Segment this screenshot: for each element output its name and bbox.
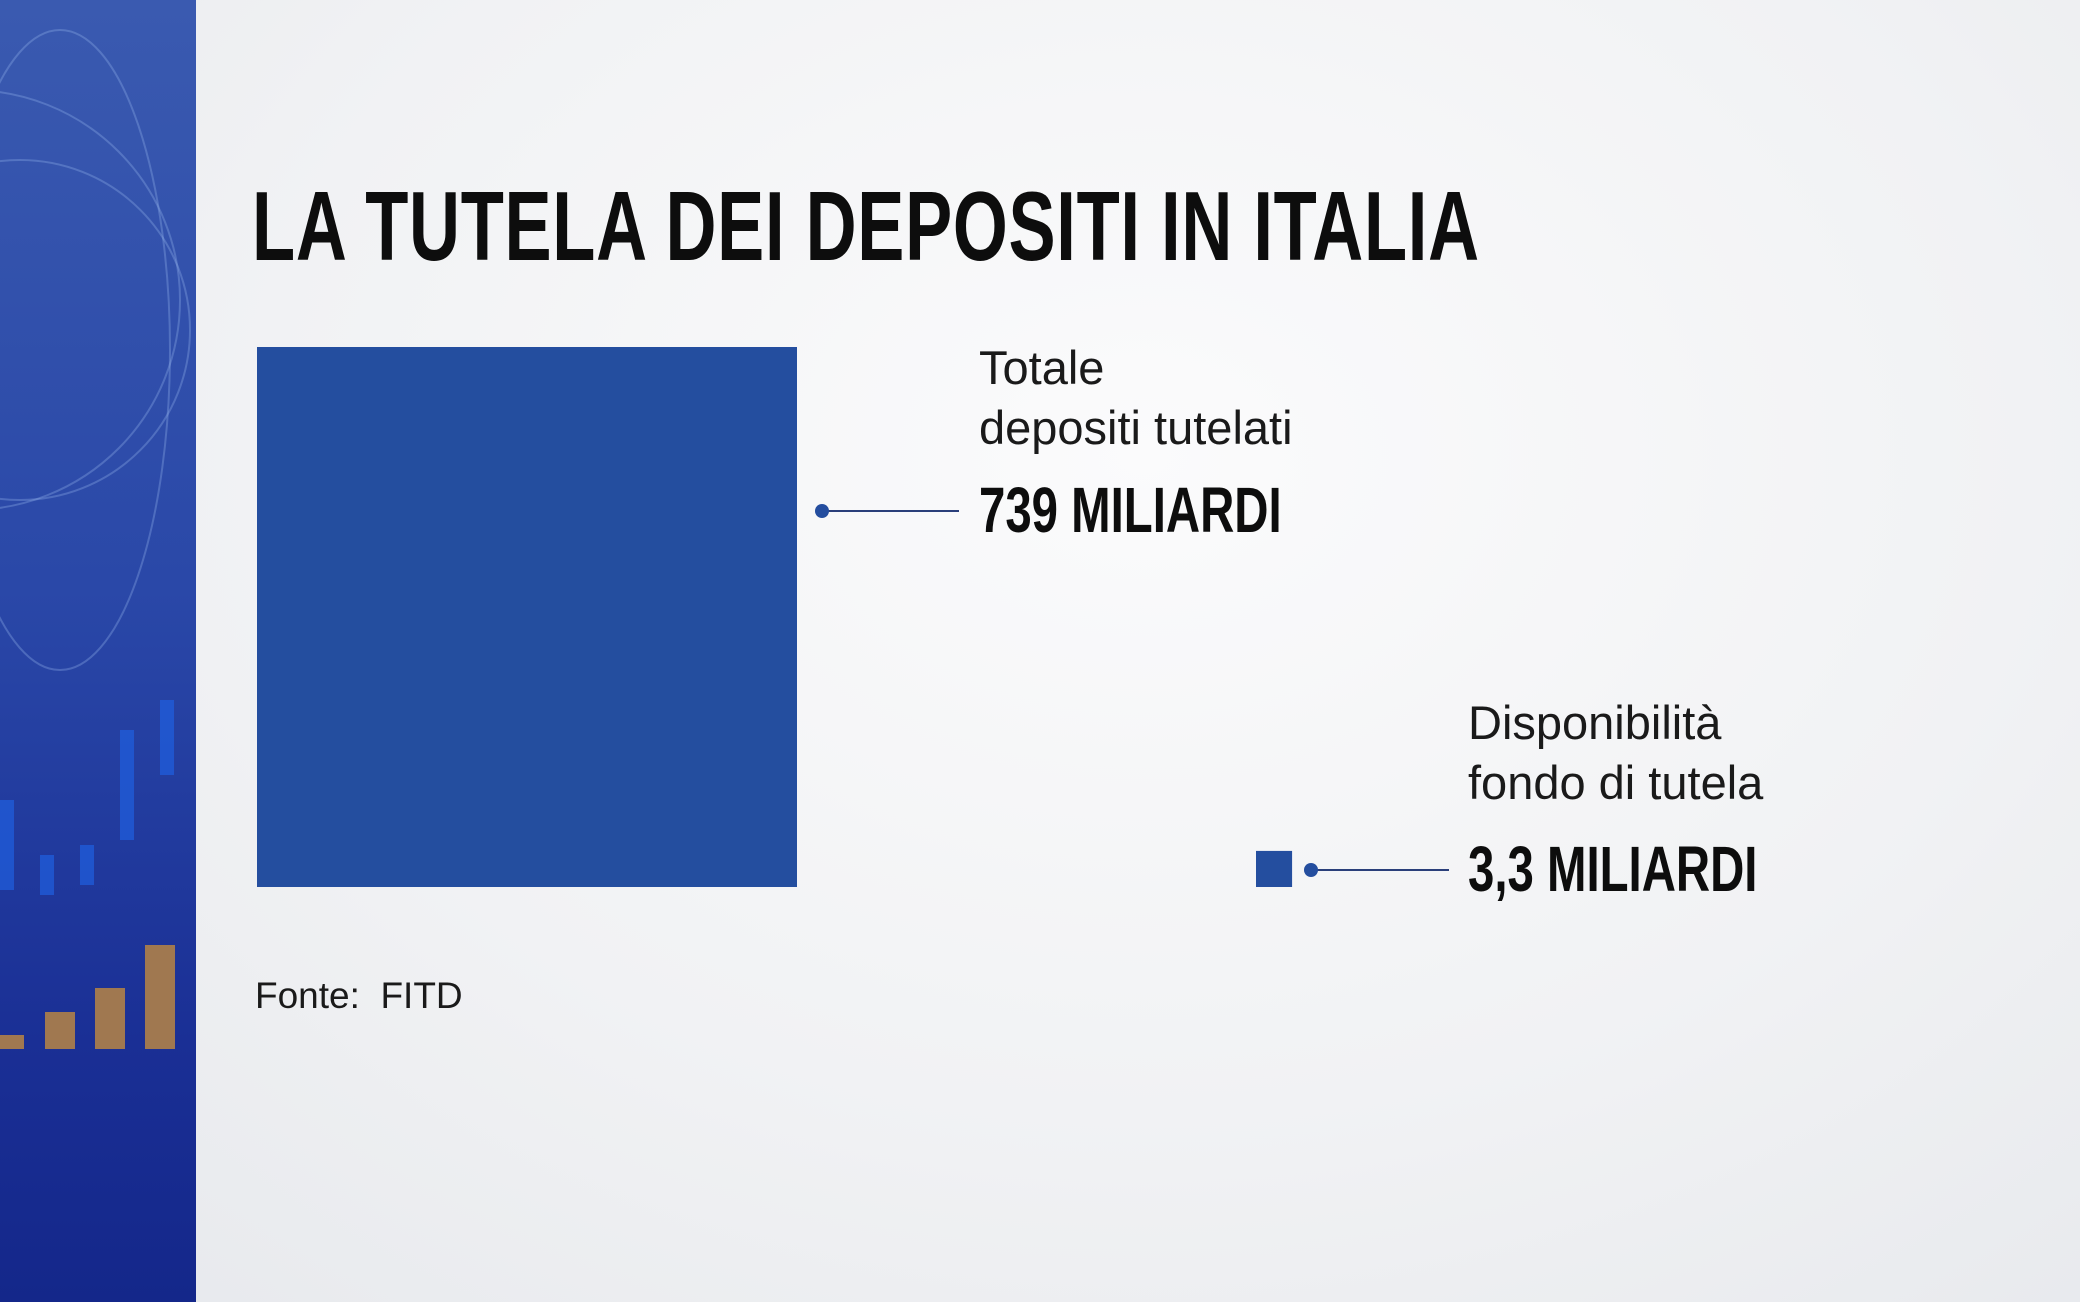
square	[257, 347, 797, 887]
value-label: 739 MILIARDI	[979, 474, 1282, 546]
decoration	[0, 29, 191, 1049]
value-label: 3,3 MILIARDI	[1468, 833, 1758, 905]
square	[1256, 850, 1293, 887]
leader-dot	[815, 504, 829, 518]
source: Fonte: FITD	[255, 975, 463, 1016]
category-label: Totale depositi tutelati	[979, 341, 1293, 454]
side-panel	[0, 0, 196, 1302]
chart-title: LA TUTELA DEI DEPOSITI IN ITALIA	[252, 171, 1480, 281]
leader-dot	[1304, 863, 1318, 877]
category-label: Disponibilità fondo di tutela	[1468, 696, 1764, 809]
